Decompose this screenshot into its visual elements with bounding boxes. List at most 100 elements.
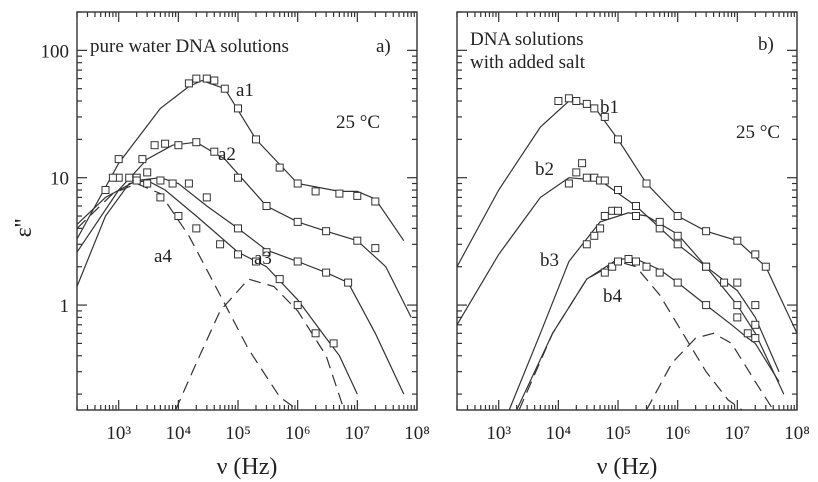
temperature-label: 25 °C	[336, 112, 380, 133]
data-point-b3	[673, 231, 682, 240]
data-point-b1	[673, 212, 682, 220]
data-point-a2	[353, 236, 362, 245]
dashed-component-b4	[645, 332, 774, 410]
data-point-b1	[572, 97, 581, 105]
data-point-b1	[751, 250, 760, 259]
x-tick-label: 10⁴	[166, 423, 192, 444]
data-point-a2	[192, 138, 201, 147]
data-point-b3	[590, 231, 599, 240]
series-label-b4: b4	[603, 286, 623, 307]
dashed-component-b4	[518, 260, 743, 410]
data-point-b1	[564, 94, 573, 103]
data-point-a4	[108, 173, 117, 182]
data-point-b3	[702, 262, 711, 271]
y-tick-label: 10	[50, 169, 69, 190]
data-point-a1	[234, 104, 242, 113]
data-point-a4	[275, 275, 284, 284]
data-point-b1	[614, 135, 622, 144]
data-point-a3	[322, 268, 331, 277]
data-point-b4	[642, 262, 651, 271]
fit-curve-a4	[77, 179, 358, 395]
data-point-a1	[252, 135, 260, 144]
data-point-b2	[733, 278, 742, 287]
data-point-a1	[311, 187, 320, 196]
data-point-a3	[262, 248, 271, 257]
data-point-b4	[632, 257, 640, 266]
data-point-a2	[262, 202, 271, 210]
data-point-b1	[702, 227, 711, 236]
data-point-b2	[582, 173, 591, 182]
x-tick-label: 10⁴	[546, 423, 572, 444]
data-point-b2	[600, 176, 609, 185]
data-point-a3	[234, 224, 242, 233]
data-point-b4	[673, 278, 682, 287]
panel-title: pure water DNA solutions	[90, 36, 289, 57]
data-point-b4	[624, 255, 633, 263]
data-point-b2	[673, 240, 682, 249]
plot-frame	[76, 11, 418, 411]
fit-curve-a3	[77, 177, 405, 395]
data-point-a4	[293, 301, 302, 310]
fit-curve-b4	[516, 258, 780, 410]
data-point-a4	[114, 155, 123, 164]
data-point-b4	[702, 301, 711, 310]
data-point-a3	[293, 257, 302, 266]
data-point-a1	[335, 189, 344, 198]
data-point-b2	[751, 301, 760, 310]
data-point-a3	[168, 179, 177, 188]
dashed-component-a4	[77, 182, 299, 410]
data-point-a2	[174, 141, 183, 150]
series-label-a4: a4	[154, 246, 172, 267]
fit-curve-b1	[457, 100, 797, 334]
data-point-b1	[554, 97, 563, 105]
data-point-a4	[234, 250, 242, 259]
data-point-b3	[655, 217, 664, 226]
series-label-b1: b1	[600, 97, 619, 118]
data-point-a2	[293, 217, 302, 226]
x-tick-label: 10⁶	[665, 423, 691, 444]
y-tick-label: 100	[41, 41, 70, 62]
series-label-a1: a1	[236, 80, 254, 101]
data-point-a3	[202, 193, 211, 202]
x-tick-label: 10⁷	[725, 423, 751, 444]
data-point-a4	[143, 179, 152, 188]
data-point-b4	[600, 268, 609, 277]
x-tick-label: 10⁵	[605, 423, 631, 444]
temperature-label: 25 °C	[736, 122, 780, 143]
x-tick-label: 10⁸	[404, 423, 430, 444]
data-point-b2	[578, 159, 587, 168]
panel-b: 10³ 10⁴ 10⁵ 10⁶ 10⁷ 10⁸ ν (Hz) DNA solutions wit…	[456, 11, 810, 480]
data-point-b2	[572, 168, 581, 177]
data-point-a1	[210, 76, 219, 85]
data-point-b2	[564, 179, 573, 188]
data-point-a2	[210, 147, 219, 156]
data-point-b2	[655, 224, 664, 233]
data-point-a4	[101, 186, 110, 194]
data-point-b1	[642, 179, 651, 188]
data-point-a4	[329, 339, 338, 348]
x-tick-label: 10³	[486, 423, 511, 444]
data-point-a1	[293, 179, 302, 188]
y-tick-label: 1	[60, 296, 70, 317]
data-point-b4	[743, 329, 752, 338]
data-point-b4	[608, 262, 617, 271]
data-point-b1	[600, 112, 609, 121]
x-axis-label: ν (Hz)	[217, 454, 278, 480]
panel-title: DNA solutions with added salt	[470, 29, 586, 73]
data-point-b3	[632, 212, 640, 220]
data-point-a4	[132, 176, 141, 185]
data-point-a4	[192, 224, 201, 233]
data-point-a2	[150, 141, 159, 150]
series-label-b2: b2	[535, 159, 554, 180]
data-point-a2	[234, 173, 242, 182]
x-tick-label: 10⁵	[225, 423, 251, 444]
data-point-a4	[311, 329, 320, 338]
data-point-a2	[322, 227, 331, 236]
data-point-b3	[720, 278, 729, 287]
panel-label: a)	[376, 36, 391, 57]
data-point-a3	[184, 179, 193, 188]
data-point-a3	[344, 278, 353, 287]
dashed-component-a4	[175, 278, 345, 410]
fit-curve-a2	[77, 141, 412, 318]
